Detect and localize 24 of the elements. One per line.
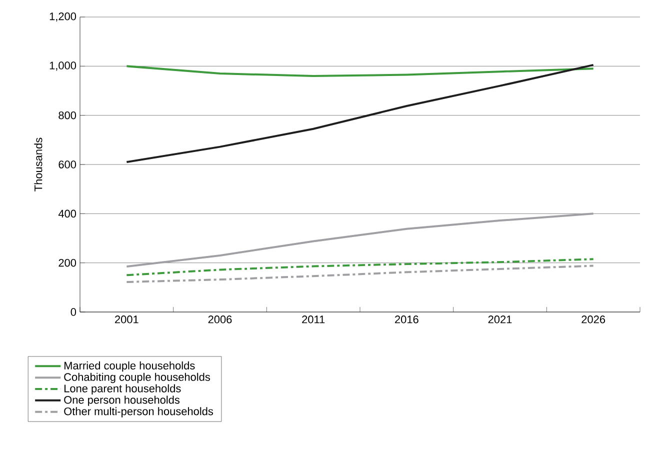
y-tick-label: 400	[58, 210, 76, 218]
x-tick-label: 2016	[395, 316, 418, 324]
legend-label: Other multi-person households	[64, 407, 214, 418]
x-tick-label: 2001	[115, 316, 138, 324]
y-tick-label: 200	[58, 258, 76, 267]
x-tick-label: 2026	[582, 316, 606, 324]
x-tick-label: 2011	[302, 316, 325, 324]
y-axis-title: Thousands	[34, 138, 42, 192]
line-series	[126, 64, 594, 164]
line-series	[126, 65, 594, 77]
y-tick-label: 0	[70, 308, 76, 316]
y-tick-label: 600	[58, 160, 76, 168]
y-tick-label: 1,000	[50, 62, 76, 71]
x-tick-label: 2021	[488, 316, 512, 324]
x-tick-label: 2006	[208, 316, 232, 324]
legend-label: Married couple households	[64, 361, 195, 372]
legend-label: Cohabiting couple households	[64, 372, 210, 384]
line-series	[126, 264, 594, 284]
y-tick-label: 800	[58, 111, 76, 120]
line-series	[126, 258, 594, 276]
legend-label: Lone parent households	[64, 384, 181, 394]
legend-label: One person households	[64, 396, 180, 406]
y-tick-label: 1,200	[50, 12, 76, 22]
line-series	[126, 212, 594, 268]
